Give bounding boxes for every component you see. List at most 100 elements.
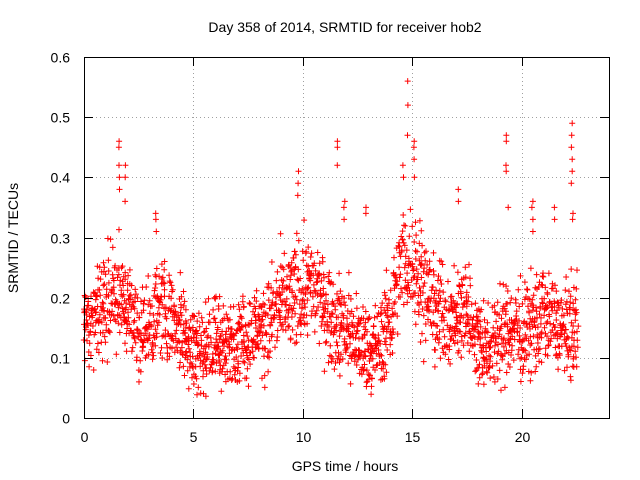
data-point xyxy=(154,322,161,329)
data-point xyxy=(190,312,197,319)
data-point xyxy=(516,332,523,339)
data-point xyxy=(571,329,578,336)
data-point xyxy=(572,296,579,303)
data-point xyxy=(437,277,444,283)
data-point xyxy=(450,337,457,344)
data-point xyxy=(84,322,91,329)
data-point xyxy=(259,316,266,323)
data-point xyxy=(347,380,354,387)
data-point xyxy=(396,243,403,250)
data-point xyxy=(483,348,490,355)
data-point xyxy=(529,216,536,223)
data-point xyxy=(381,375,388,382)
data-point xyxy=(438,258,445,265)
data-point xyxy=(295,237,302,244)
data-point xyxy=(351,324,358,331)
data-point xyxy=(362,308,369,315)
data-point xyxy=(500,281,507,288)
data-point xyxy=(183,348,190,355)
data-point xyxy=(530,333,537,340)
data-point xyxy=(427,298,434,305)
data-point xyxy=(321,368,328,375)
data-point xyxy=(229,375,236,382)
data-point xyxy=(350,313,357,320)
data-point xyxy=(340,312,347,319)
data-point xyxy=(304,297,311,304)
data-point xyxy=(481,316,488,323)
data-point xyxy=(137,357,144,364)
data-point xyxy=(202,299,209,306)
data-point xyxy=(153,228,160,235)
data-point xyxy=(192,373,199,380)
data-point xyxy=(448,333,455,339)
data-point xyxy=(116,162,122,169)
data-point xyxy=(292,310,299,317)
data-point xyxy=(435,308,442,315)
data-point xyxy=(303,248,310,255)
y-tick-label: 0.5 xyxy=(51,110,71,126)
data-point xyxy=(197,363,204,370)
data-point xyxy=(454,300,461,307)
data-point xyxy=(176,317,183,324)
data-point xyxy=(279,282,286,289)
data-point xyxy=(290,255,297,261)
data-point xyxy=(198,337,205,344)
data-point xyxy=(313,307,320,314)
data-point xyxy=(551,204,558,211)
data-point xyxy=(504,288,511,294)
data-point xyxy=(355,356,361,363)
data-point xyxy=(389,305,396,312)
data-point xyxy=(95,349,102,356)
data-point xyxy=(437,295,444,302)
data-point xyxy=(337,288,344,295)
data-point xyxy=(360,304,366,310)
data-point xyxy=(451,262,458,269)
data-point xyxy=(175,312,182,319)
data-point xyxy=(97,292,104,299)
data-point xyxy=(341,295,348,302)
data-point xyxy=(399,236,406,243)
data-point xyxy=(260,322,267,329)
data-point xyxy=(377,340,384,347)
data-point xyxy=(467,275,473,282)
data-point xyxy=(344,315,350,322)
data-point xyxy=(153,265,160,272)
data-point xyxy=(323,297,329,304)
data-point xyxy=(123,348,130,355)
data-point xyxy=(163,315,170,322)
data-point xyxy=(334,342,341,349)
data-point xyxy=(519,370,526,377)
data-point xyxy=(460,342,467,349)
data-point xyxy=(101,281,108,288)
data-point xyxy=(471,351,478,358)
data-point xyxy=(144,326,151,333)
data-point xyxy=(85,332,92,339)
data-point xyxy=(244,365,251,372)
data-point xyxy=(211,315,218,322)
data-point xyxy=(503,369,510,376)
data-point xyxy=(439,261,446,268)
data-point xyxy=(290,305,297,312)
data-point xyxy=(418,274,425,281)
data-point xyxy=(417,339,424,345)
data-point xyxy=(194,318,201,325)
data-point xyxy=(404,279,411,286)
data-point xyxy=(150,352,157,359)
data-point xyxy=(288,314,295,320)
data-point xyxy=(498,315,505,322)
data-point xyxy=(510,325,517,332)
data-point xyxy=(426,258,433,265)
data-point xyxy=(547,320,554,327)
data-point xyxy=(496,331,503,338)
data-point xyxy=(305,244,312,251)
data-point xyxy=(96,311,103,318)
data-point xyxy=(491,302,498,309)
y-tick-label: 0.6 xyxy=(51,50,71,66)
data-point xyxy=(392,299,398,305)
data-point xyxy=(412,256,419,262)
data-point xyxy=(292,263,299,270)
data-point xyxy=(555,366,562,373)
data-point xyxy=(525,303,531,310)
data-point xyxy=(573,306,579,313)
data-point xyxy=(295,266,302,273)
